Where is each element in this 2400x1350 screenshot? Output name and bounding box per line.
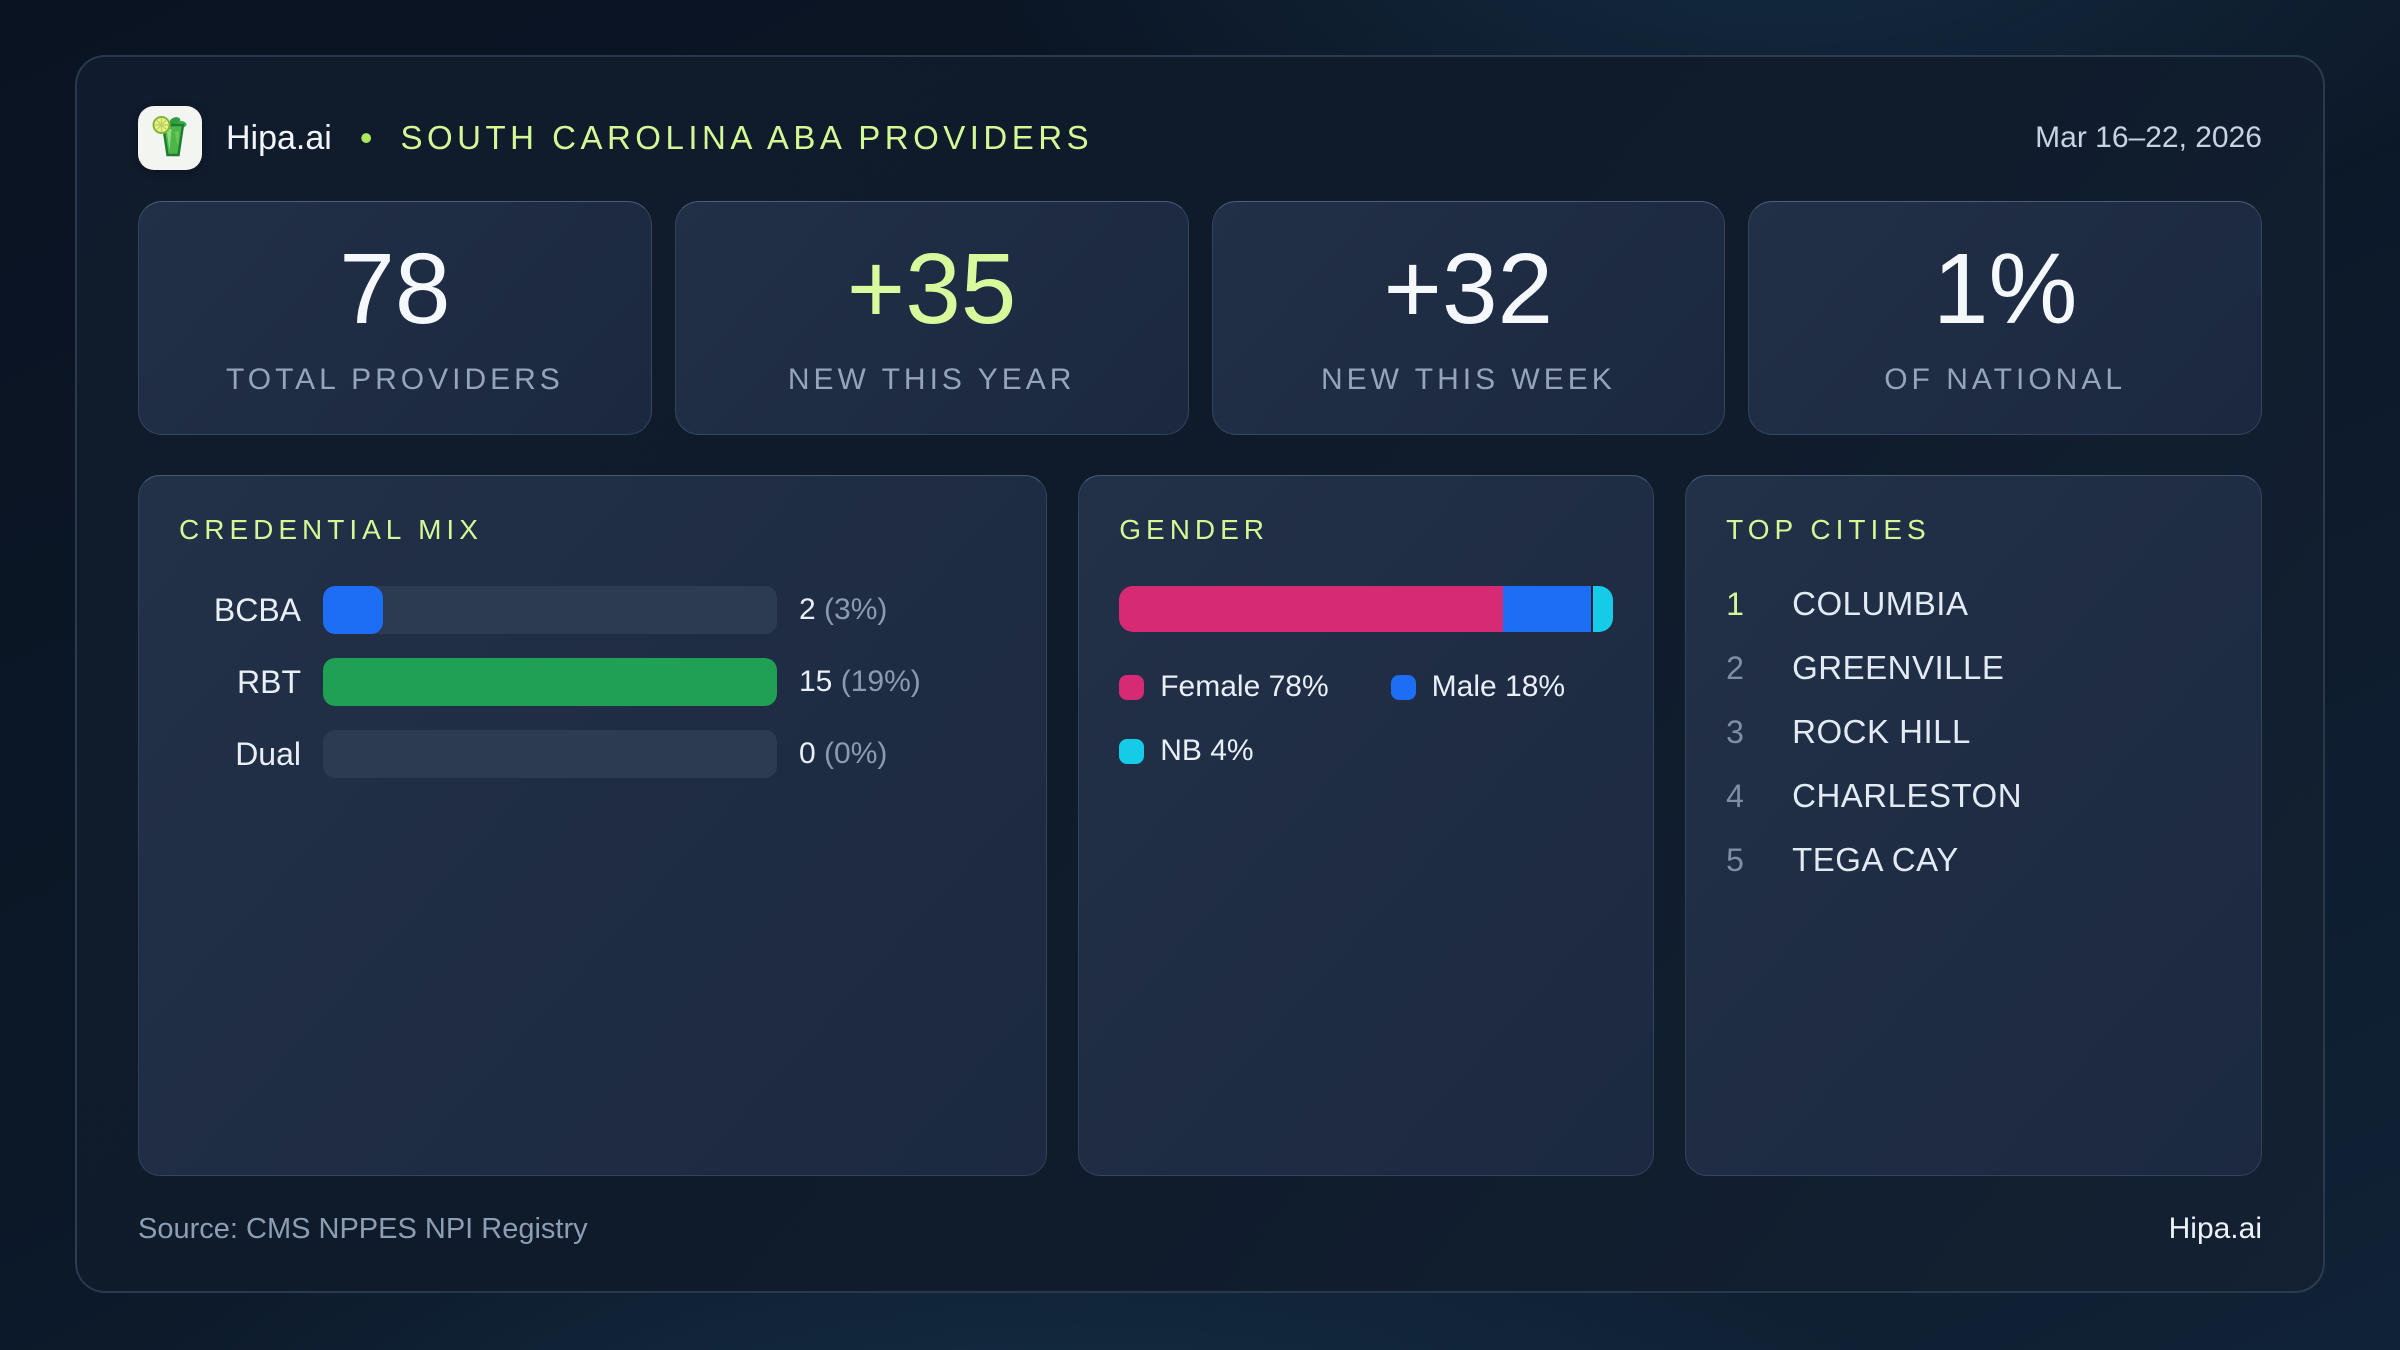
source-note: Source: CMS NPPES NPI Registry: [138, 1212, 588, 1245]
list-item: 2 GREENVILLE: [1726, 636, 2221, 700]
bar-label: BCBA: [213, 591, 301, 628]
gender-title: GENDER: [1119, 514, 1270, 545]
stat-card-of-national: 1% OF NATIONAL: [1748, 201, 2262, 435]
male-swatch-icon: [1390, 674, 1416, 700]
legend-item-nb: NB 4%: [1119, 734, 1254, 768]
stat-value: 78: [339, 233, 451, 345]
top-cities-title: TOP CITIES: [1726, 514, 1931, 545]
stat-label: OF NATIONAL: [1884, 363, 2127, 396]
bar-fill-bcba: [323, 586, 384, 634]
header: Hipa.ai • SOUTH CAROLINA ABA PROVIDERS M…: [138, 105, 2262, 171]
bar-value: 0 (0%): [799, 737, 888, 770]
city-name: ROCK HILL: [1792, 713, 1971, 750]
bar-track: [323, 586, 777, 634]
city-rank: 3: [1726, 713, 1744, 750]
stat-card-new-this-year: +35 NEW THIS YEAR: [674, 201, 1189, 435]
mojito-drink-icon: [146, 112, 194, 165]
bar-percent: (0%): [824, 737, 888, 770]
bar-label: RBT: [237, 663, 301, 700]
bar-percent: (3%): [824, 593, 888, 626]
bar-value: 2 (3%): [799, 593, 888, 626]
stat-label: TOTAL PROVIDERS: [225, 363, 564, 396]
city-name: COLUMBIA: [1792, 585, 1969, 622]
list-item: 4 CHARLESTON: [1726, 764, 2221, 828]
top-cities-list: 1 COLUMBIA 2 GREENVILLE 3 ROCK HILL 4 CH…: [1726, 572, 2221, 892]
credential-row-dual: Dual 0 (0%): [179, 730, 1006, 778]
city-name: GREENVILLE: [1792, 649, 2005, 686]
dashboard-card: Hipa.ai • SOUTH CAROLINA ABA PROVIDERS M…: [75, 55, 2325, 1293]
stat-label: NEW THIS WEEK: [1320, 363, 1616, 396]
brand-name: Hipa.ai: [226, 118, 332, 157]
list-item: 5 TEGA CAY: [1726, 828, 2221, 892]
stat-card-new-this-week: +32 NEW THIS WEEK: [1211, 201, 1726, 435]
bar-fill-rbt: [323, 658, 777, 706]
credential-mix-title: CREDENTIAL MIX: [179, 514, 483, 545]
gender-stacked-bar: [1119, 586, 1614, 632]
stat-value: +32: [1383, 233, 1554, 345]
city-rank: 4: [1726, 777, 1744, 814]
city-name: CHARLESTON: [1792, 777, 2023, 814]
bullet-separator-icon: •: [359, 117, 373, 158]
legend-item-male: Male 18%: [1390, 670, 1566, 704]
city-rank: 2: [1726, 649, 1744, 686]
footer-brand: Hipa.ai: [2168, 1212, 2262, 1245]
legend-label: Female 78%: [1160, 670, 1329, 703]
stat-value: 1%: [1932, 233, 2078, 345]
hipa-logo: [138, 106, 202, 170]
legend-label: NB 4%: [1160, 734, 1254, 767]
legend-label: Male 18%: [1431, 670, 1566, 703]
city-name: TEGA CAY: [1792, 841, 1959, 878]
credential-row-bcba: BCBA 2 (3%): [179, 586, 1006, 634]
stat-value: +35: [846, 233, 1017, 345]
gender-segment-female: [1119, 586, 1503, 632]
page-title: SOUTH CAROLINA ABA PROVIDERS: [400, 119, 1094, 156]
bar-value: 15 (19%): [799, 665, 921, 698]
credential-row-rbt: RBT 15 (19%): [179, 658, 1006, 706]
list-item: 3 ROCK HILL: [1726, 700, 2221, 764]
legend-item-female: Female 78%: [1119, 670, 1329, 704]
city-rank: 5: [1726, 841, 1744, 878]
gender-segment-nb: [1591, 586, 1614, 632]
panels-row: CREDENTIAL MIX BCBA 2 (3%) RBT 15 (19%): [138, 475, 2262, 1176]
date-range: Mar 16–22, 2026: [2035, 121, 2262, 154]
bar-percent: (19%): [840, 665, 921, 698]
stats-row: 78 TOTAL PROVIDERS +35 NEW THIS YEAR +32…: [138, 201, 2262, 435]
city-rank: 1: [1726, 585, 1744, 622]
footer: Source: CMS NPPES NPI Registry Hipa.ai: [138, 1212, 2262, 1246]
list-item: 1 COLUMBIA: [1726, 572, 2221, 636]
gender-panel: GENDER Female 78% Male 18% NB 4%: [1078, 475, 1655, 1176]
gender-legend: Female 78% Male 18% NB 4%: [1119, 670, 1589, 768]
nb-swatch-icon: [1119, 738, 1145, 764]
bar-label: Dual: [235, 735, 301, 772]
credential-mix-panel: CREDENTIAL MIX BCBA 2 (3%) RBT 15 (19%): [138, 475, 1048, 1176]
stat-label: NEW THIS YEAR: [787, 363, 1076, 396]
credential-bar-chart: BCBA 2 (3%) RBT 15 (19%) Dual: [179, 586, 1006, 778]
gender-segment-male: [1502, 586, 1592, 632]
stat-card-total-providers: 78 TOTAL PROVIDERS: [138, 201, 652, 435]
header-left: Hipa.ai • SOUTH CAROLINA ABA PROVIDERS: [138, 106, 1093, 170]
bar-track: [323, 730, 777, 778]
top-cities-panel: TOP CITIES 1 COLUMBIA 2 GREENVILLE 3 ROC…: [1685, 475, 2262, 1176]
female-swatch-icon: [1119, 674, 1145, 700]
bar-track: [323, 658, 777, 706]
